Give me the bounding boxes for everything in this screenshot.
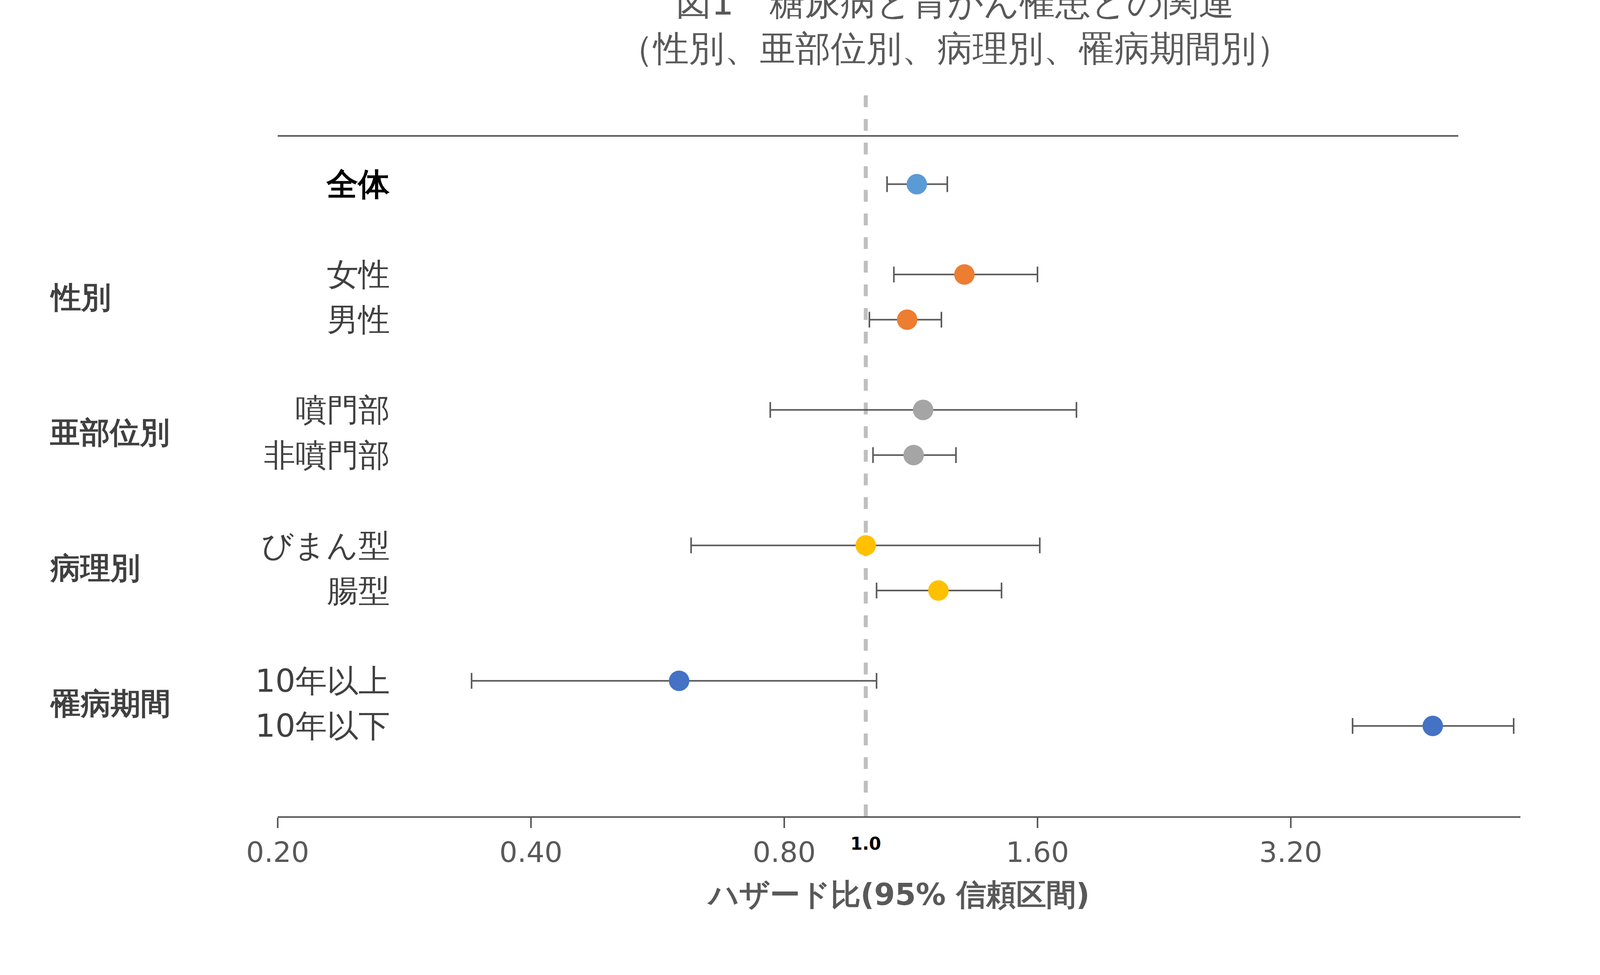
- svg-text:性別: 性別: [49, 279, 112, 315]
- svg-text:噴門部: 噴門部: [295, 391, 390, 429]
- svg-text:10年以下: 10年以下: [255, 707, 390, 745]
- svg-text:びまん型: びまん型: [261, 527, 390, 564]
- svg-text:腸型: 腸型: [326, 572, 390, 609]
- svg-text:病理別: 病理別: [49, 550, 141, 586]
- svg-text:0.80: 0.80: [752, 835, 816, 869]
- svg-text:全体: 全体: [326, 165, 390, 203]
- svg-text:10年以上: 10年以上: [255, 662, 390, 700]
- svg-text:図1 糖尿病と胃がん罹患との関連（性別、亜部位別、病理別、罹: 図1 糖尿病と胃がん罹患との関連（性別、亜部位別、病理別、罹病期間別）: [618, 0, 1292, 69]
- svg-text:0.40: 0.40: [499, 835, 563, 869]
- svg-text:男性: 男性: [326, 301, 390, 338]
- svg-text:女性: 女性: [326, 256, 390, 293]
- svg-text:亜部位別: 亜部位別: [49, 414, 170, 450]
- svg-text:0.20: 0.20: [246, 835, 310, 869]
- svg-text:1.60: 1.60: [1006, 835, 1070, 869]
- svg-text:ハザード比(95% 信頼区間): ハザード比(95% 信頼区間): [707, 876, 1090, 912]
- svg-text:非噴門部: 非噴門部: [263, 436, 390, 474]
- svg-text:3.20: 3.20: [1259, 835, 1323, 869]
- svg-text:罹病期間: 罹病期間: [49, 685, 171, 721]
- svg-text:1.0: 1.0: [850, 833, 882, 854]
